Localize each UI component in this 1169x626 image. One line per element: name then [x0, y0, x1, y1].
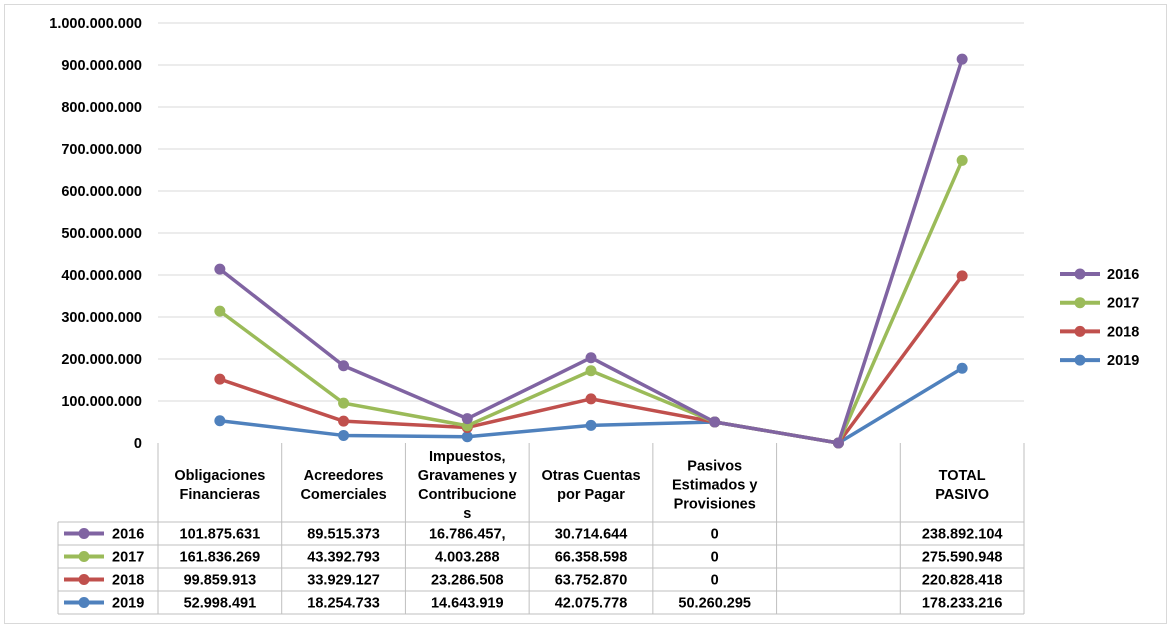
- legend-label: 2018: [1107, 324, 1139, 340]
- y-tick-label: 400.000.000: [61, 268, 142, 284]
- series-line-2016: [218, 58, 964, 445]
- category-label: TOTAL: [939, 468, 986, 484]
- table-cell: 42.075.778: [555, 596, 628, 612]
- data-point: [338, 397, 350, 409]
- y-tick-label: 800.000.000: [61, 100, 142, 116]
- legend-label: 2017: [1107, 296, 1139, 312]
- y-tick-label: 600.000.000: [61, 184, 142, 200]
- y-tick-label: 900.000.000: [61, 58, 142, 74]
- table-cell: 52.998.491: [184, 596, 257, 612]
- category-label: Obligaciones: [174, 468, 265, 484]
- data-point: [338, 415, 350, 427]
- data-point: [214, 415, 226, 427]
- legend-marker: [1074, 268, 1086, 280]
- data-point: [585, 352, 597, 364]
- data-point: [956, 362, 968, 374]
- table-cell: 30.714.644: [555, 527, 628, 543]
- y-tick-label: 100.000.000: [61, 394, 142, 410]
- table-series-name: 2019: [112, 596, 144, 612]
- legend-label: 2016: [1107, 267, 1139, 283]
- data-point: [338, 360, 350, 372]
- category-label: Impuestos,: [429, 449, 506, 465]
- category-label: Gravamenes y: [418, 468, 517, 484]
- y-tick-label: 300.000.000: [61, 310, 142, 326]
- table-cell: 63.752.870: [555, 573, 628, 589]
- table-cell: 275.590.948: [922, 550, 1003, 566]
- data-point: [956, 154, 968, 166]
- table-cell: 14.643.919: [431, 596, 504, 612]
- category-label: Contribucione: [418, 487, 516, 503]
- data-point: [956, 270, 968, 282]
- table-cell: 89.515.373: [307, 527, 380, 543]
- table-cell: 16.786.457,: [429, 527, 506, 543]
- table-legend-marker: [78, 574, 90, 585]
- legend-label: 2019: [1107, 353, 1139, 369]
- table-cell: 18.254.733: [307, 596, 380, 612]
- table-cell: 220.828.418: [922, 573, 1003, 589]
- table-cell: 238.892.104: [922, 527, 1003, 543]
- chart-frame: [4, 4, 1167, 624]
- y-axis: 0 100.000.000 200.000.000 300.000.000 400.00…: [49, 16, 142, 452]
- legend-marker: [1074, 354, 1086, 366]
- category-label: s: [463, 506, 471, 522]
- category-label: PASIVO: [935, 487, 989, 503]
- category-label: Otras Cuentas: [541, 468, 640, 484]
- table-cell: 33.929.127: [307, 573, 380, 589]
- data-point: [709, 416, 721, 428]
- category-label: Financieras: [180, 487, 261, 503]
- table-series-name: 2018: [112, 573, 144, 589]
- table-cell: 0: [711, 573, 719, 589]
- table-legend-marker: [78, 597, 90, 608]
- category-label: Pasivos: [687, 459, 742, 475]
- category-label: Provisiones: [674, 497, 756, 513]
- data-point: [214, 373, 226, 385]
- table-cell: 50.260.295: [678, 596, 751, 612]
- table-series-name: 2016: [112, 527, 144, 543]
- legend: 2016 2017 2018 2019: [1060, 267, 1139, 369]
- series-lines: [214, 53, 968, 449]
- gridlines: [158, 22, 1024, 402]
- table-cell: 23.286.508: [431, 573, 504, 589]
- category-label: Acreedores: [304, 468, 384, 484]
- table-cell: 66.358.598: [555, 550, 628, 566]
- legend-marker: [1074, 325, 1086, 337]
- table-cell: 161.836.269: [180, 550, 261, 566]
- data-point: [585, 393, 597, 405]
- table-cell: 0: [711, 550, 719, 566]
- data-point: [338, 429, 350, 441]
- data-point: [461, 413, 473, 425]
- data-point: [461, 431, 473, 443]
- data-point: [956, 53, 968, 65]
- table-series-name: 2017: [112, 550, 144, 566]
- data-table: Obligaciones Financieras Acreedores Comerci…: [57, 443, 1025, 615]
- y-tick-label: 1.000.000.000: [49, 16, 142, 32]
- data-point: [585, 419, 597, 431]
- table-cell: 0: [711, 527, 719, 543]
- category-label: Comerciales: [300, 487, 386, 503]
- data-point: [832, 437, 844, 449]
- data-point: [214, 263, 226, 275]
- legend-marker: [1074, 297, 1086, 309]
- category-label: Estimados y: [672, 478, 757, 494]
- table-cell: 101.875.631: [180, 527, 261, 543]
- y-tick-label: 200.000.000: [61, 352, 142, 368]
- table-cell: 178.233.216: [922, 596, 1003, 612]
- y-tick-label: 700.000.000: [61, 142, 142, 158]
- table-cell: 4.003.288: [435, 550, 500, 566]
- data-point: [585, 365, 597, 377]
- data-point: [214, 305, 226, 317]
- y-tick-label: 500.000.000: [61, 226, 142, 242]
- table-cell: 99.859.913: [184, 573, 257, 589]
- y-tick-label: 0: [134, 436, 142, 452]
- table-legend-marker: [78, 528, 90, 539]
- table-cell: 43.392.793: [307, 550, 380, 566]
- table-legend-marker: [78, 551, 90, 562]
- category-label: por Pagar: [557, 487, 625, 503]
